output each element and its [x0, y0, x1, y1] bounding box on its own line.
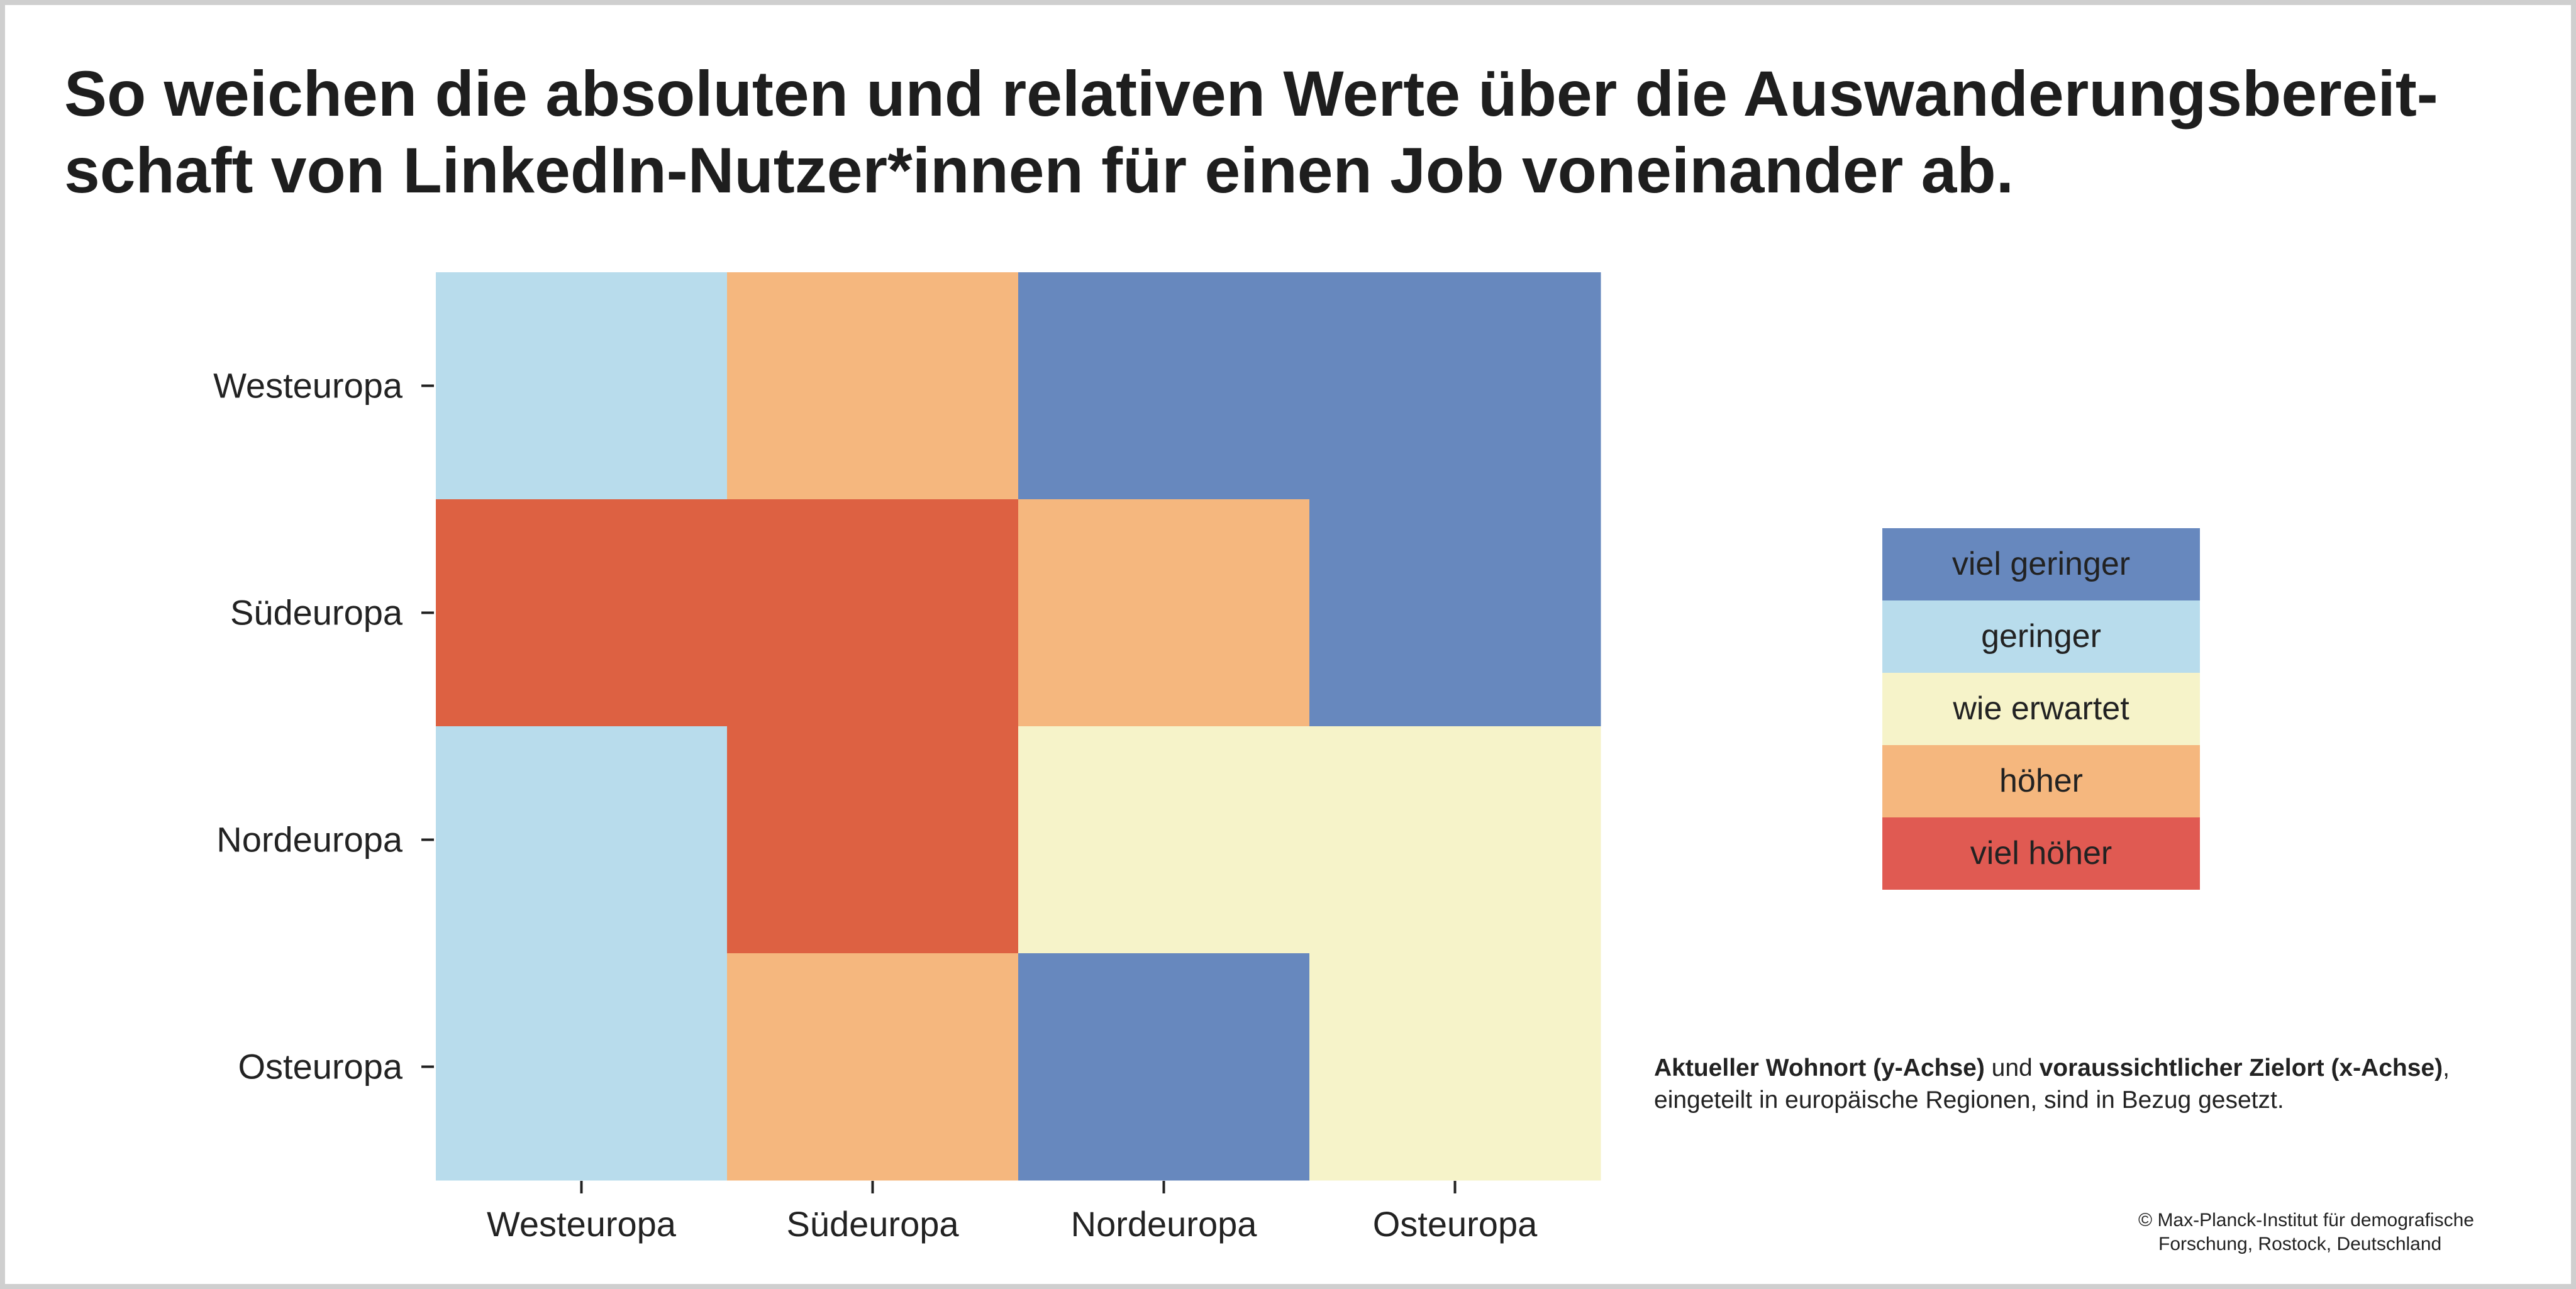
axis-caption: Aktueller Wohnort (y-Achse) und voraussi… — [1654, 1052, 2534, 1116]
x-tick-label-nordeuropa: Nordeuropa — [1071, 1204, 1258, 1244]
heatmap-cell-westeuropa-westeuropa — [436, 272, 728, 500]
caption-line-2: eingeteilt in europäische Regionen, sind… — [1654, 1087, 2284, 1114]
legend-item-hoeher: höher — [1882, 745, 2200, 817]
caption-line-1: Aktueller Wohnort (y-Achse) und voraussi… — [1654, 1052, 2534, 1084]
heatmap-cell-nordeuropa-osteuropa — [1309, 726, 1601, 954]
heatmap-cell-westeuropa-osteuropa — [1309, 272, 1601, 500]
y-tick-label-westeuropa: Westeuropa — [213, 366, 403, 406]
x-tick-label-suedeuropa: Südeuropa — [786, 1204, 959, 1244]
y-tick-label-nordeuropa: Nordeuropa — [216, 820, 403, 860]
caption-comma: , — [2443, 1054, 2450, 1082]
heatmap-cell-westeuropa-suedeuropa — [727, 272, 1019, 500]
y-axis: Westeuropa Südeuropa Nordeuropa Osteuropa — [213, 366, 434, 1087]
heatmap-cell-nordeuropa-nordeuropa — [1018, 726, 1310, 954]
heatmap-cell-osteuropa-suedeuropa — [727, 953, 1019, 1181]
x-tick-label-osteuropa: Osteuropa — [1373, 1204, 1538, 1244]
heatmap-cell-suedeuropa-westeuropa — [436, 499, 728, 727]
heatmap-cell-nordeuropa-westeuropa — [436, 726, 728, 954]
caption-connector: und — [1984, 1054, 2040, 1082]
copyright-credit: © Max-Planck-Institut für demografische … — [2138, 1209, 2541, 1256]
legend-item-wie-erwartet: wie erwartet — [1882, 673, 2200, 745]
heatmap-cells — [436, 272, 1601, 1181]
legend-item-viel-geringer: viel geringer — [1882, 528, 2200, 600]
legend-item-geringer: geringer — [1882, 600, 2200, 673]
heatmap-cell-osteuropa-westeuropa — [436, 953, 728, 1181]
credit-line-1: © Max-Planck-Institut für demografische — [2138, 1210, 2474, 1231]
heatmap-cell-nordeuropa-suedeuropa — [727, 726, 1019, 954]
caption-y-axis: Aktueller Wohnort (y-Achse) — [1654, 1054, 1985, 1082]
heatmap-cell-suedeuropa-osteuropa — [1309, 499, 1601, 727]
heatmap-cell-osteuropa-nordeuropa — [1018, 953, 1310, 1181]
legend: viel geringer geringer wie erwartet höher vi… — [1882, 528, 2200, 890]
caption-x-axis: voraussichtlicher Zielort (x-Achse) — [2039, 1054, 2443, 1082]
x-tick-label-westeuropa: Westeuropa — [487, 1204, 677, 1244]
heatmap-cell-suedeuropa-suedeuropa — [727, 499, 1019, 727]
y-tick-label-suedeuropa: Südeuropa — [230, 593, 403, 633]
chart-title-line-2: schaft von LinkedIn-Nutzer*innen für ein… — [64, 135, 2014, 206]
heatmap-cell-suedeuropa-nordeuropa — [1018, 499, 1310, 727]
legend-item-viel-hoeher: viel höher — [1882, 817, 2200, 890]
chart-title: So weichen die absoluten und relativen W… — [64, 55, 2454, 209]
y-tick-label-osteuropa: Osteuropa — [238, 1047, 403, 1087]
credit-line-2: Forschung, Rostock, Deutschland — [2158, 1234, 2442, 1254]
heatmap-cell-westeuropa-nordeuropa — [1018, 272, 1310, 500]
chart-title-line-1: So weichen die absoluten und relativen W… — [64, 58, 2438, 130]
x-axis: Westeuropa Südeuropa Nordeuropa Osteuropa — [487, 1181, 1538, 1244]
heatmap-cell-osteuropa-osteuropa — [1309, 953, 1601, 1181]
